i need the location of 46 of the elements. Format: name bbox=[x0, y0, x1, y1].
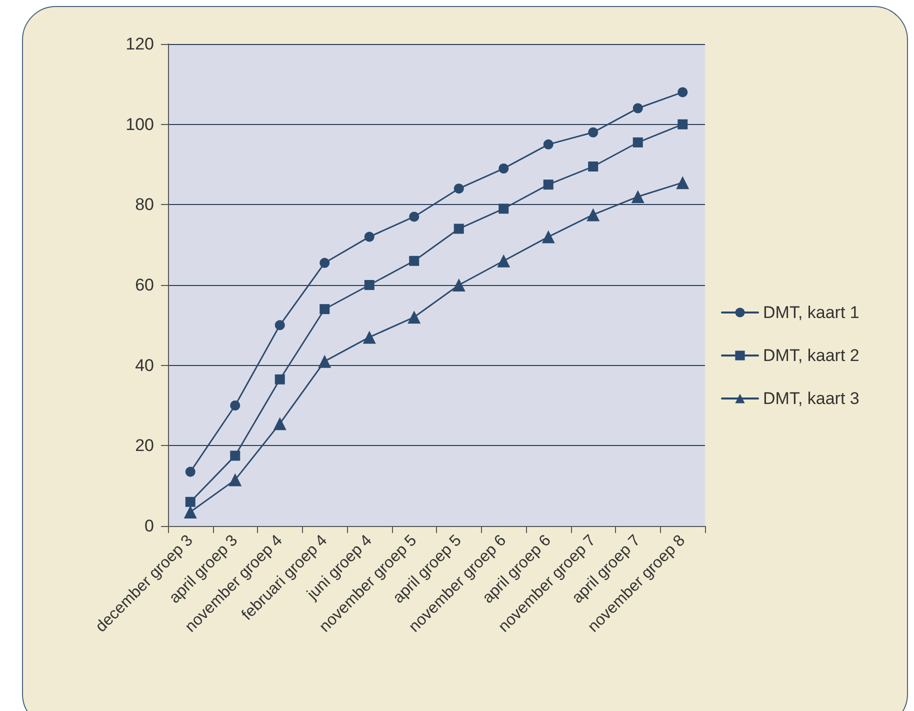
point bbox=[454, 224, 464, 234]
point bbox=[452, 278, 466, 292]
point bbox=[498, 204, 509, 214]
point bbox=[632, 103, 643, 114]
point bbox=[588, 127, 598, 138]
point bbox=[678, 87, 688, 98]
y-tick-label: 60 bbox=[135, 276, 154, 294]
point bbox=[320, 304, 330, 314]
point bbox=[230, 400, 240, 410]
point bbox=[273, 417, 286, 430]
point bbox=[274, 374, 285, 384]
y-tick-label: 120 bbox=[126, 34, 154, 54]
point bbox=[364, 232, 374, 242]
y-tick-label: 40 bbox=[135, 356, 154, 375]
point bbox=[631, 190, 644, 204]
point bbox=[497, 254, 510, 268]
point bbox=[362, 330, 376, 344]
point bbox=[185, 466, 196, 477]
point bbox=[409, 256, 420, 266]
y-tick-label: 80 bbox=[135, 195, 154, 214]
y-tick-label: 20 bbox=[135, 436, 154, 456]
point bbox=[586, 208, 600, 222]
legend-label: DMT, kaart 2 bbox=[763, 346, 860, 365]
legend-label: DMT, kaart 1 bbox=[763, 303, 860, 322]
point bbox=[409, 212, 420, 222]
y-tick-label: 100 bbox=[126, 114, 154, 134]
point bbox=[230, 450, 240, 461]
point bbox=[408, 310, 421, 324]
point bbox=[632, 137, 643, 148]
point bbox=[588, 162, 598, 172]
point bbox=[543, 180, 554, 190]
point bbox=[184, 505, 197, 518]
y-tick-label: 0 bbox=[144, 516, 154, 536]
point bbox=[185, 496, 196, 507]
point bbox=[542, 230, 555, 244]
point bbox=[318, 354, 332, 368]
legend-label: DMT, kaart 3 bbox=[763, 389, 860, 408]
point bbox=[320, 258, 330, 268]
point bbox=[228, 473, 242, 486]
point bbox=[274, 320, 285, 330]
point bbox=[676, 176, 690, 190]
point bbox=[364, 280, 374, 290]
point bbox=[498, 164, 509, 174]
point bbox=[543, 139, 554, 150]
point bbox=[454, 184, 464, 194]
point bbox=[678, 119, 688, 130]
